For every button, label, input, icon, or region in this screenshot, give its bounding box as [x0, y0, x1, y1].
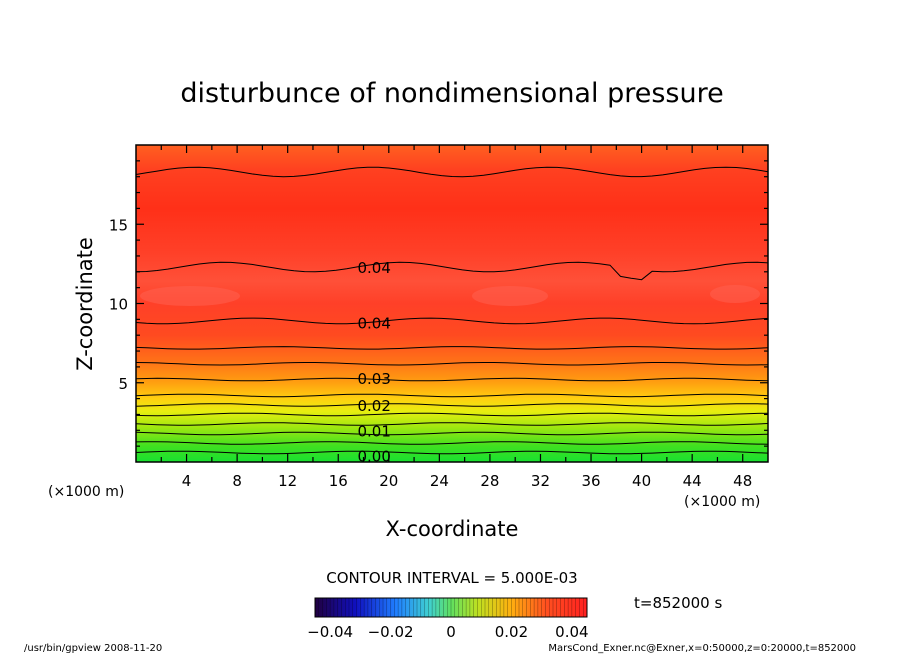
footer-left: /usr/bin/gpview 2008-11-20 — [24, 643, 162, 654]
field-highlight — [472, 286, 548, 306]
field-highlight — [140, 286, 240, 306]
chart-title: disturbunce of nondimensional pressure — [180, 78, 723, 109]
colorbar-tick-label: −0.04 — [307, 623, 353, 641]
contour-label: 0.04 — [357, 315, 390, 333]
x-tick-label: 12 — [278, 472, 297, 490]
colorbar-tick-label: 0.04 — [555, 623, 588, 641]
x-tick-label: 32 — [531, 472, 550, 490]
contour-line — [135, 346, 769, 350]
plot-area: 0.000.010.020.030.040.04 4 8 12 16 20 24 28 32 3… — [109, 144, 769, 490]
colorbar-tick-label: 0 — [446, 623, 456, 641]
field-background — [136, 145, 768, 462]
contour-label: 0.00 — [357, 448, 390, 466]
x-tick-label: 24 — [430, 472, 449, 490]
x-tick-label: 20 — [379, 472, 398, 490]
x-tick-label: 40 — [632, 472, 651, 490]
x-tick-label: 28 — [480, 472, 499, 490]
contour-interval: CONTOUR INTERVAL = 5.000E-03 — [326, 569, 577, 587]
contour-line — [135, 317, 769, 325]
y-axis-label: Z-coordinate — [73, 237, 97, 371]
x-tick-label: 48 — [733, 472, 752, 490]
footer-right: MarsCond_Exner.nc@Exner,x=0:50000,z=0:20… — [548, 643, 856, 654]
colorbar: −0.04 −0.02 0 0.02 0.04 — [307, 597, 589, 641]
colorbar-ticks: −0.04 −0.02 0 0.02 0.04 — [307, 623, 588, 641]
colorbar-frame — [314, 597, 588, 618]
contour-label: 0.02 — [357, 397, 390, 415]
x-axis-unit: (×1000 m) — [684, 494, 760, 510]
y-axis-unit: (×1000 m) — [48, 484, 124, 500]
contour-line — [135, 441, 769, 445]
contour-label: 0.03 — [357, 370, 390, 388]
x-tick-label: 8 — [232, 472, 242, 490]
y-tick-label: 5 — [118, 375, 128, 393]
contour-line — [135, 377, 769, 382]
contour-line — [135, 431, 769, 436]
contour-labels: 0.00 0.01 0.02 0.03 0.04 0.04 — [357, 259, 390, 466]
contour-line — [135, 362, 769, 366]
x-tick-label: 36 — [581, 472, 600, 490]
contour-line — [135, 403, 769, 407]
contour-label: 0.04 — [357, 259, 390, 277]
contour-lines — [135, 166, 769, 455]
x-tick-label: 16 — [329, 472, 348, 490]
contour-line — [135, 166, 769, 178]
contour-line — [135, 422, 769, 426]
field-highlight — [710, 285, 760, 303]
x-tick-label: 4 — [182, 472, 192, 490]
x-axis-label: X-coordinate — [386, 517, 519, 541]
x-tick-label: 44 — [683, 472, 702, 490]
time-label: t=852000 s — [634, 594, 722, 612]
y-tick-label: 10 — [109, 296, 128, 314]
contour-label: 0.01 — [357, 422, 390, 440]
contour-line — [135, 393, 769, 398]
contour-line — [135, 450, 769, 455]
colorbar-bins — [318, 598, 584, 617]
contour-line — [135, 261, 769, 281]
colorbar-tick-label: −0.02 — [368, 623, 414, 641]
colorbar-tick-label: 0.02 — [495, 623, 528, 641]
y-tick-label: 15 — [109, 216, 128, 234]
contour-line — [135, 412, 769, 417]
